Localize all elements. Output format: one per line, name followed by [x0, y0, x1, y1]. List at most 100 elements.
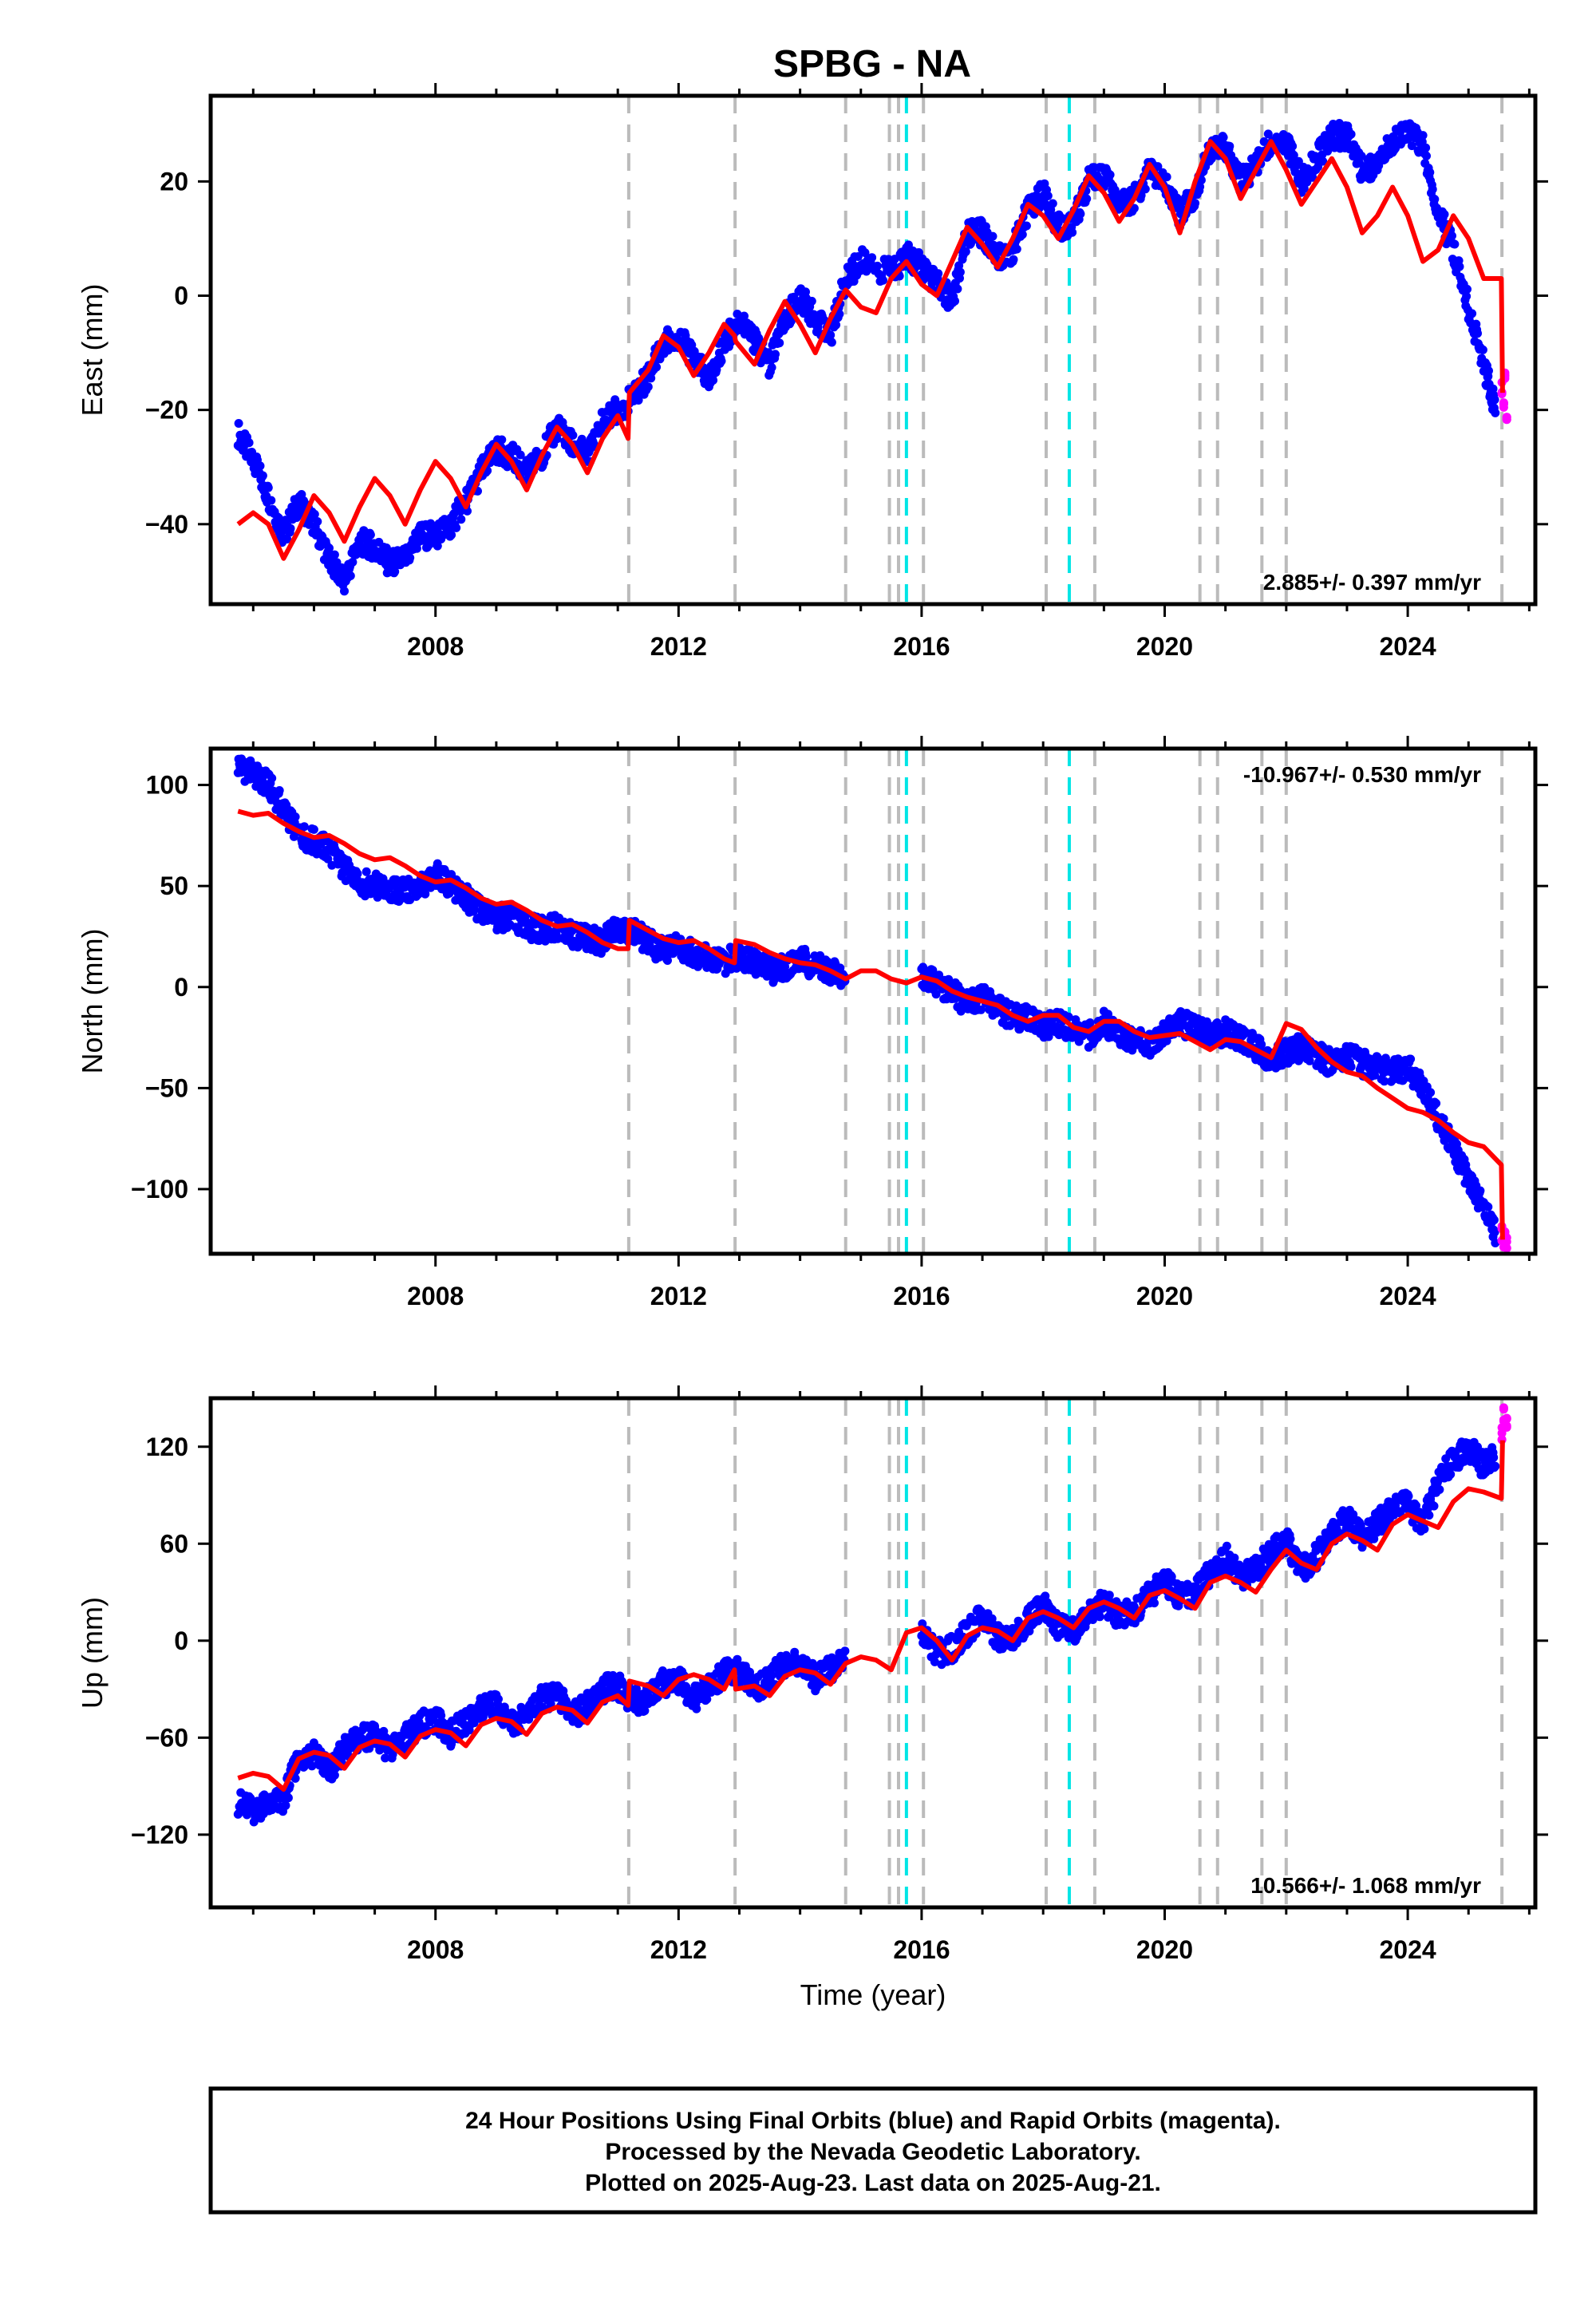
east-final-orbit-point — [1462, 291, 1472, 301]
north-final-orbit-point — [663, 956, 672, 965]
east-final-orbit-point — [873, 261, 882, 271]
north-final-orbit-point — [1432, 1099, 1441, 1108]
east-final-orbit-point — [1068, 227, 1077, 237]
east-final-orbit-point — [1009, 255, 1018, 264]
up-final-orbit-point — [1104, 1591, 1114, 1600]
east-final-orbit-point — [1289, 151, 1298, 160]
east-final-orbit-point — [1421, 143, 1431, 152]
east-final-orbit-point — [1299, 184, 1309, 193]
up-final-orbit-point — [381, 1753, 390, 1763]
east-final-orbit-point — [610, 395, 620, 405]
north-final-orbit-point — [1305, 1056, 1314, 1065]
east-final-orbit-point — [1422, 151, 1431, 160]
east-final-orbit-point — [1021, 221, 1031, 231]
north-model-fit-line — [237, 808, 1505, 1240]
up-final-orbit-point — [281, 1800, 290, 1810]
east-model-fit-line — [236, 139, 1505, 561]
east-final-orbit-point — [934, 269, 943, 279]
east-final-orbit-point — [267, 496, 276, 505]
north-rapid-orbit-point — [1502, 1243, 1511, 1253]
east-final-orbit-point — [1195, 182, 1205, 192]
east-rapid-orbit-point — [1499, 400, 1508, 409]
east-rapid-orbit-point — [1502, 413, 1511, 422]
east-final-orbit-point — [1105, 170, 1115, 180]
east-final-orbit-point — [953, 284, 962, 294]
east-final-orbit-point — [244, 438, 254, 448]
up-final-orbit-point — [469, 1718, 479, 1728]
east-final-orbit-point — [786, 316, 796, 326]
up-final-orbit-point — [290, 1773, 300, 1783]
east-final-orbit-point — [717, 356, 726, 366]
east-final-orbit-point — [516, 450, 525, 460]
east-final-orbit-point — [1473, 329, 1482, 338]
up-final-orbit-point — [1150, 1599, 1159, 1608]
east-rate-label: 2.885+/- 0.397 mm/yr — [1263, 570, 1481, 595]
up-final-orbit-point — [283, 1793, 293, 1803]
east-final-orbit-point — [709, 376, 718, 385]
east-final-orbit-point — [1288, 141, 1298, 151]
north-final-orbit-point — [1336, 1056, 1345, 1065]
east-final-orbit-point — [568, 430, 578, 440]
east-final-orbit-point — [1048, 199, 1057, 208]
east-final-orbit-point — [1407, 141, 1416, 151]
north-rate-label: -10.967+/- 0.530 mm/yr — [1243, 762, 1481, 787]
east-final-orbit-point — [1017, 230, 1027, 239]
up-final-orbit-point — [640, 1706, 650, 1716]
east-final-orbit-point — [652, 362, 662, 372]
north-final-orbit-point — [275, 786, 284, 795]
north-final-orbit-point — [1491, 1239, 1500, 1247]
east-final-orbit-point — [1428, 184, 1437, 194]
east-final-orbit-point — [1478, 345, 1487, 354]
east-final-orbit-point — [340, 587, 349, 596]
north-final-orbit-point — [299, 822, 309, 832]
north-final-orbit-point — [1346, 1062, 1356, 1072]
north-final-orbit-point — [361, 867, 371, 876]
up-final-orbit-point — [1095, 1612, 1104, 1622]
east-final-orbit-point — [1153, 162, 1163, 172]
east-final-orbit-point — [258, 471, 267, 480]
north-final-orbit-point — [1324, 1045, 1333, 1054]
east-final-orbit-point — [282, 535, 292, 543]
east-final-orbit-point — [1455, 262, 1464, 271]
up-final-orbit-point — [632, 1684, 641, 1694]
east-final-orbit-point — [263, 483, 273, 492]
east-final-orbit-point — [1463, 284, 1472, 294]
figure-title: SPBG - NA — [773, 43, 971, 85]
east-final-orbit-point — [497, 435, 507, 445]
east-final-orbit-point — [1430, 195, 1440, 204]
north-final-orbit-point — [1476, 1186, 1485, 1196]
east-final-orbit-point — [1484, 366, 1493, 376]
east-final-orbit-point — [1082, 194, 1092, 204]
east-x-tick-label: 2008 — [407, 632, 464, 661]
north-y-tick-label: −100 — [131, 1175, 188, 1203]
east-final-orbit-point — [961, 247, 970, 256]
east-final-orbit-point — [740, 311, 749, 321]
east-final-orbit-point — [1191, 199, 1200, 208]
north-final-orbit-point — [1015, 1025, 1025, 1034]
up-final-orbit-point — [930, 1657, 939, 1666]
east-final-orbit-point — [643, 382, 653, 392]
east-final-orbit-point — [832, 320, 841, 330]
east-final-orbit-point — [234, 419, 243, 428]
east-final-orbit-point — [552, 434, 562, 444]
north-final-orbit-point — [309, 824, 318, 834]
east-final-orbit-point — [1346, 129, 1356, 139]
east-final-orbit-point — [1207, 154, 1216, 164]
up-final-orbit-point — [494, 1694, 503, 1704]
north-final-orbit-point — [353, 869, 362, 879]
east-final-orbit-point — [310, 509, 319, 519]
east-final-orbit-point — [775, 338, 784, 348]
north-final-orbit-point — [1489, 1215, 1499, 1225]
north-final-orbit-point — [801, 952, 811, 962]
east-final-orbit-point — [1450, 239, 1460, 249]
east-frame — [208, 93, 1538, 607]
up-final-orbit-point — [524, 1714, 534, 1724]
east-final-orbit-point — [1425, 168, 1435, 177]
east-final-orbit-point — [346, 571, 355, 580]
north-final-orbit-point — [1483, 1202, 1493, 1211]
up-final-orbit-point — [692, 1704, 701, 1713]
east-y-tick-label: 20 — [160, 167, 188, 196]
east-final-orbit-point — [771, 350, 780, 359]
